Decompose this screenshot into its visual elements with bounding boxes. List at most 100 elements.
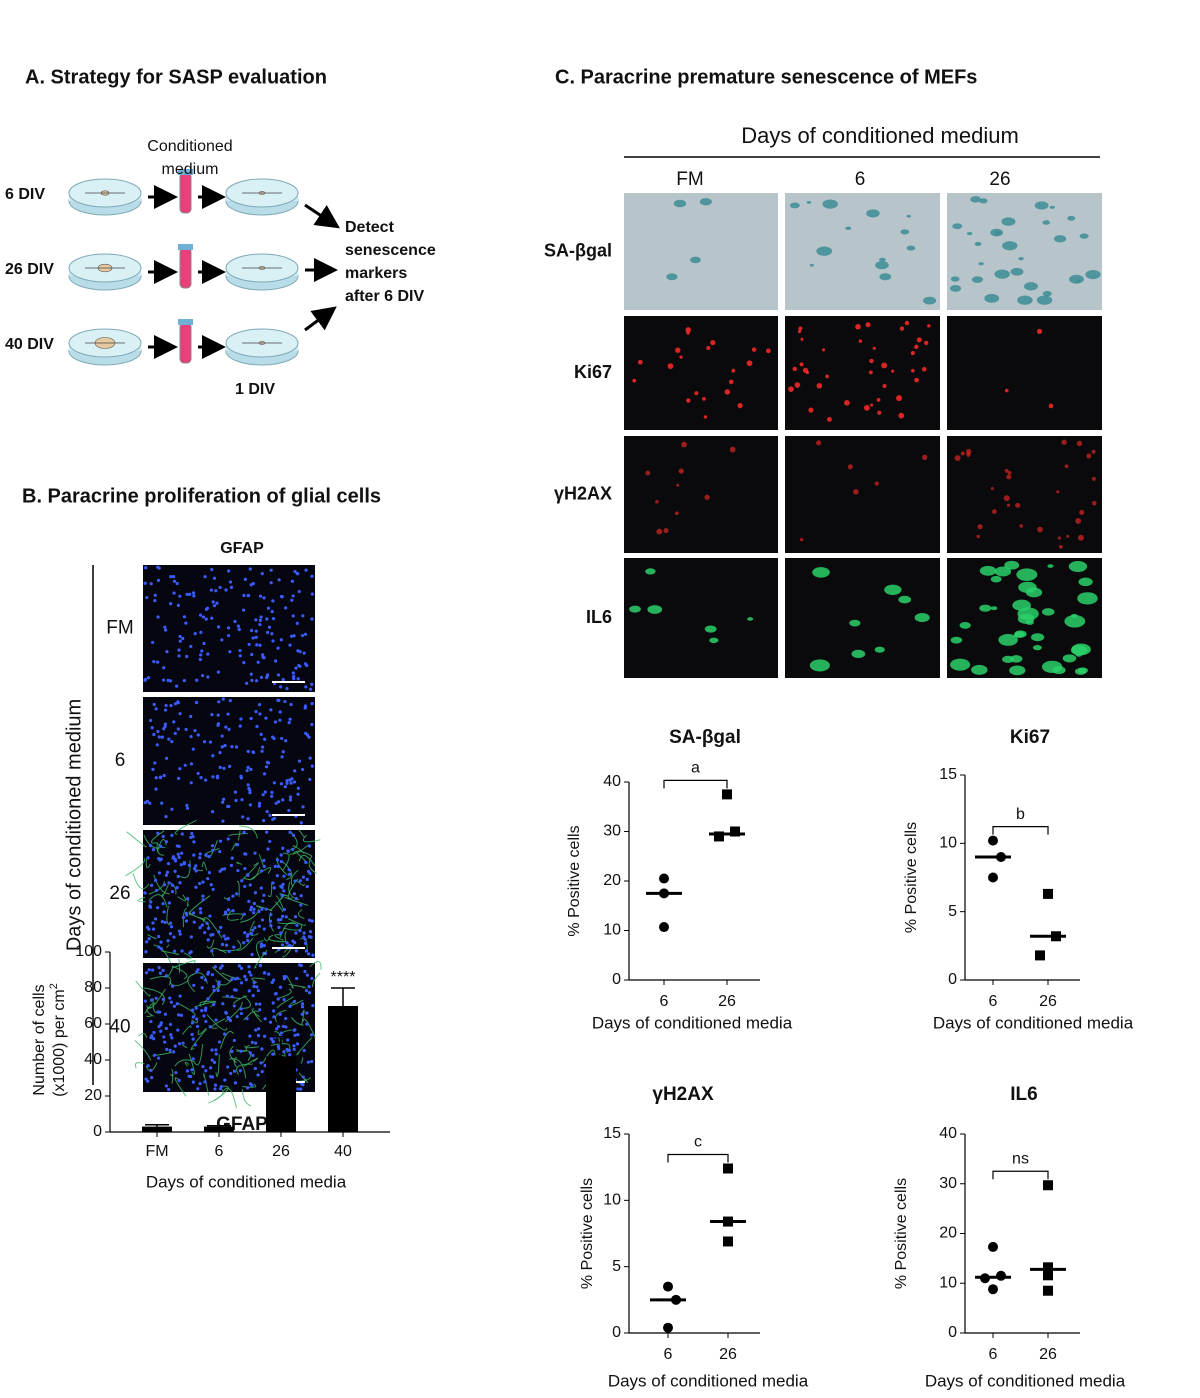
- nucleus: [285, 941, 289, 945]
- point: [659, 922, 669, 933]
- fiber: [302, 1018, 316, 1039]
- nucleus: [185, 806, 190, 810]
- y-axis-label: % Positive cells: [566, 825, 583, 936]
- nucleus: [198, 852, 202, 856]
- nucleus: [288, 1004, 292, 1008]
- nucleus: [178, 594, 182, 598]
- nucleus: [300, 1005, 305, 1009]
- nucleus: [153, 878, 158, 883]
- nucleus: [296, 792, 300, 796]
- cell: [872, 346, 876, 350]
- nucleus: [209, 588, 213, 592]
- nucleus: [153, 599, 157, 603]
- nucleus: [243, 931, 247, 935]
- nucleus: [209, 883, 213, 887]
- nucleus: [161, 997, 165, 1001]
- nucleus: [210, 1058, 214, 1062]
- y-tick-label: 40: [939, 1125, 957, 1142]
- cell: [629, 605, 641, 613]
- nucleus: [266, 847, 270, 851]
- nucleus: [280, 893, 284, 897]
- fiber: [296, 1037, 313, 1056]
- nucleus: [218, 869, 222, 873]
- fiber: [153, 874, 170, 895]
- nucleus: [256, 660, 260, 664]
- fiber: [146, 988, 166, 1009]
- nucleus: [143, 677, 148, 681]
- fiber: [146, 1006, 154, 1017]
- nucleus: [198, 657, 202, 662]
- nucleus: [276, 1024, 281, 1029]
- fiber: [219, 1031, 234, 1049]
- fiber: [190, 1028, 208, 1051]
- nucleus: [167, 881, 171, 885]
- nucleus: [307, 985, 311, 989]
- medium-label: medium: [162, 161, 219, 178]
- nucleus: [179, 1013, 184, 1017]
- nucleus: [192, 983, 196, 987]
- nucleus: [289, 634, 294, 638]
- nucleus: [281, 798, 285, 802]
- cell: [816, 383, 823, 389]
- nucleus: [177, 1042, 182, 1046]
- cell: [1003, 495, 1010, 502]
- nucleus: [290, 579, 294, 583]
- nucleus: [173, 1044, 177, 1048]
- nucleus: [216, 988, 220, 993]
- nucleus: [218, 765, 222, 769]
- cell: [874, 481, 879, 486]
- nucleus: [300, 633, 305, 638]
- fiber: [215, 1054, 220, 1077]
- cell: [904, 320, 910, 326]
- nucleus: [234, 798, 238, 803]
- y-tick-label: 20: [84, 1087, 102, 1104]
- nucleus: [247, 989, 251, 993]
- tube: [179, 172, 192, 214]
- nucleus: [294, 931, 298, 935]
- nucleus: [255, 724, 259, 729]
- point: [988, 1241, 998, 1252]
- nucleus: [225, 994, 229, 998]
- nucleus: [310, 702, 314, 706]
- nucleus: [206, 938, 210, 942]
- nucleus: [198, 613, 203, 617]
- micrograph: [947, 316, 1102, 430]
- nucleus: [310, 919, 314, 923]
- nucleus: [213, 1083, 218, 1087]
- nucleus: [163, 1012, 167, 1016]
- nucleus: [220, 734, 224, 738]
- cell: [984, 293, 1000, 303]
- nucleus: [172, 575, 176, 579]
- nucleus: [194, 864, 198, 868]
- nucleus: [165, 756, 169, 760]
- nucleus: [266, 606, 271, 610]
- fiber: [228, 1058, 247, 1079]
- nucleus: [305, 877, 309, 881]
- cell: [870, 403, 874, 407]
- cell: [1064, 615, 1086, 628]
- nucleus: [266, 761, 271, 765]
- y-tick-label: 30: [939, 1175, 957, 1192]
- nucleus: [304, 685, 308, 689]
- nucleus: [255, 985, 259, 989]
- cell: [806, 201, 812, 204]
- nucleus: [220, 942, 225, 947]
- nucleus: [262, 927, 266, 931]
- cell: [921, 366, 927, 372]
- cell: [704, 494, 710, 500]
- nucleus: [296, 1033, 300, 1037]
- nucleus: [184, 621, 188, 625]
- nucleus: [207, 855, 211, 859]
- x-tick-label: 26: [272, 1143, 290, 1160]
- nucleus: [270, 980, 274, 984]
- nucleus: [199, 630, 203, 634]
- cell: [1017, 613, 1035, 624]
- nucleus: [305, 1022, 309, 1026]
- tube: [179, 247, 192, 289]
- fiber: [302, 834, 321, 843]
- nucleus: [157, 945, 161, 949]
- fiber: [135, 980, 151, 997]
- row-label: 40: [109, 1017, 130, 1038]
- cell: [1036, 328, 1043, 334]
- nucleus: [279, 917, 283, 922]
